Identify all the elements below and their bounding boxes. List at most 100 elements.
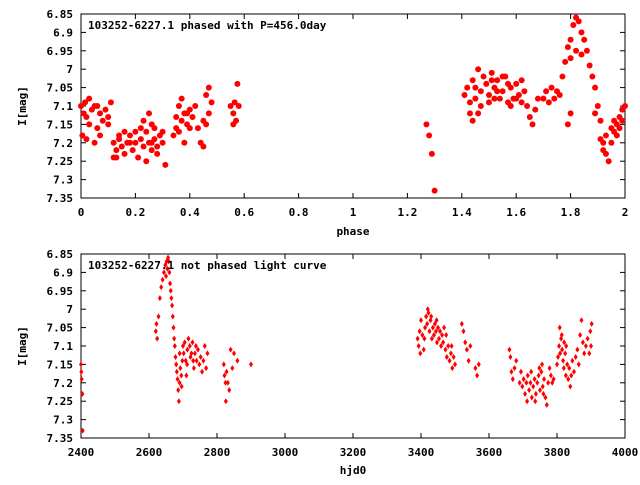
- data-point: [560, 346, 565, 353]
- x-tick-label: 3600: [476, 446, 503, 459]
- data-point: [613, 132, 620, 139]
- data-point: [539, 368, 544, 375]
- data-point: [507, 103, 514, 109]
- data-point: [79, 132, 86, 139]
- data-point: [547, 365, 552, 372]
- data-point: [151, 125, 158, 132]
- data-point: [205, 350, 210, 357]
- data-point: [187, 343, 192, 349]
- data-point: [611, 117, 618, 124]
- data-point: [178, 95, 185, 102]
- data-point: [426, 132, 433, 139]
- y-tick-label: 7.05: [47, 322, 74, 335]
- data-point: [179, 383, 184, 390]
- data-point: [175, 103, 182, 109]
- data-point: [555, 361, 559, 368]
- data-point: [171, 324, 176, 331]
- data-point: [429, 313, 434, 320]
- data-point: [430, 324, 435, 331]
- data-point: [154, 150, 161, 157]
- data-point: [170, 132, 177, 139]
- y-tick-label: 7.35: [47, 432, 74, 445]
- data-point: [234, 80, 241, 87]
- data-point: [446, 343, 451, 349]
- data-point: [441, 339, 446, 346]
- data-point: [198, 354, 203, 361]
- data-point: [143, 158, 150, 165]
- data-point: [523, 390, 528, 397]
- data-point: [423, 121, 430, 128]
- data-point: [181, 139, 188, 146]
- data-point: [583, 47, 590, 54]
- data-point: [546, 379, 551, 386]
- unphased-light-curve-panel: 2400 2600 2800 3000 3200 3400 3600 3800 4000 6.85…: [16, 248, 638, 477]
- data-point: [448, 350, 453, 357]
- data-point: [200, 117, 207, 124]
- data-point: [228, 346, 233, 353]
- data-point: [203, 91, 210, 98]
- data-point: [185, 346, 190, 353]
- data-point: [444, 354, 449, 361]
- data-point: [535, 379, 540, 386]
- data-point: [499, 73, 506, 80]
- data-point: [154, 143, 161, 150]
- data-point: [463, 339, 468, 346]
- x-tick-label: 3400: [408, 446, 435, 459]
- data-point: [589, 320, 594, 327]
- data-point: [116, 132, 123, 139]
- data-point: [518, 77, 525, 84]
- data-point: [427, 328, 432, 335]
- data-point: [224, 368, 229, 375]
- data-point: [140, 117, 147, 124]
- data-point: [578, 51, 585, 58]
- data-point: [110, 139, 117, 146]
- data-point: [444, 331, 449, 338]
- data-point: [205, 110, 212, 117]
- y-tick-label: 6.9: [53, 266, 73, 279]
- data-point: [178, 365, 183, 372]
- data-point: [230, 121, 237, 128]
- data-point: [132, 128, 139, 135]
- data-point: [525, 372, 530, 379]
- data-point: [581, 36, 588, 43]
- data-point: [170, 302, 175, 309]
- data-point: [434, 317, 439, 324]
- data-point: [165, 265, 170, 272]
- data-point: [94, 103, 101, 109]
- data-point: [161, 269, 166, 276]
- data-point: [513, 95, 520, 102]
- data-point: [176, 387, 181, 394]
- data-point: [575, 346, 580, 353]
- data-point: [416, 343, 421, 349]
- data-point: [227, 387, 232, 394]
- data-point: [605, 158, 612, 165]
- data-point: [592, 110, 599, 117]
- data-point: [174, 368, 179, 375]
- data-point: [86, 95, 93, 102]
- data-point: [166, 258, 171, 265]
- data-point: [579, 317, 584, 324]
- data-point: [597, 117, 604, 124]
- x-tick-label: 1.4: [452, 206, 472, 219]
- data-point: [181, 343, 185, 349]
- data-point: [580, 339, 585, 346]
- data-point: [155, 335, 160, 342]
- data-point: [107, 99, 114, 106]
- data-point: [180, 357, 185, 364]
- data-point: [113, 147, 120, 154]
- data-point: [597, 136, 604, 143]
- data-point: [191, 357, 196, 364]
- data-series: [79, 254, 594, 434]
- data-point: [529, 368, 534, 375]
- data-point: [182, 339, 187, 346]
- data-point: [551, 376, 556, 383]
- data-point: [208, 99, 215, 106]
- data-point: [469, 117, 476, 124]
- data-point: [512, 365, 517, 372]
- data-point: [557, 343, 562, 349]
- data-point: [559, 73, 566, 80]
- data-point: [483, 80, 490, 87]
- data-point: [105, 121, 112, 128]
- y-tick-label: 6.95: [47, 45, 74, 58]
- data-point: [533, 398, 538, 405]
